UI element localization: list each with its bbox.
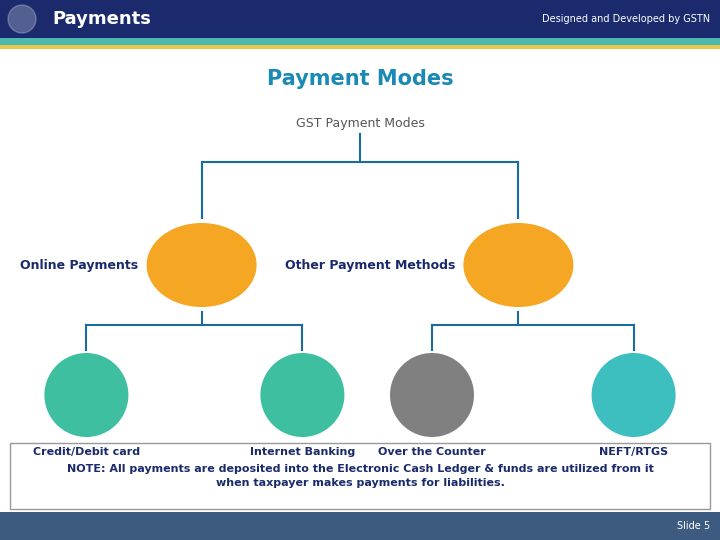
Bar — [0, 45, 720, 49]
Text: Payment Modes: Payment Modes — [266, 69, 454, 89]
Text: Slide 5: Slide 5 — [677, 521, 710, 531]
Bar — [0, 38, 720, 45]
Circle shape — [261, 353, 344, 437]
Text: Payments: Payments — [52, 10, 151, 28]
Text: Designed and Developed by GSTN: Designed and Developed by GSTN — [542, 14, 710, 24]
Circle shape — [8, 5, 36, 33]
Text: Credit/Debit card: Credit/Debit card — [33, 447, 140, 457]
Circle shape — [592, 353, 675, 437]
Circle shape — [390, 353, 474, 437]
Text: Other Payment Methods: Other Payment Methods — [285, 259, 455, 272]
Ellipse shape — [147, 223, 256, 307]
Ellipse shape — [464, 223, 573, 307]
Bar — [0, 0, 720, 38]
FancyBboxPatch shape — [10, 443, 710, 509]
Circle shape — [45, 353, 128, 437]
Text: NOTE: All payments are deposited into the Electronic Cash Ledger & funds are uti: NOTE: All payments are deposited into th… — [66, 464, 654, 488]
Text: Over the Counter: Over the Counter — [378, 447, 486, 457]
Text: GST Payment Modes: GST Payment Modes — [296, 118, 424, 131]
Text: NEFT/RTGS: NEFT/RTGS — [599, 447, 668, 457]
Bar — [0, 512, 720, 540]
Text: Internet Banking: Internet Banking — [250, 447, 355, 457]
Text: Online Payments: Online Payments — [20, 259, 139, 272]
